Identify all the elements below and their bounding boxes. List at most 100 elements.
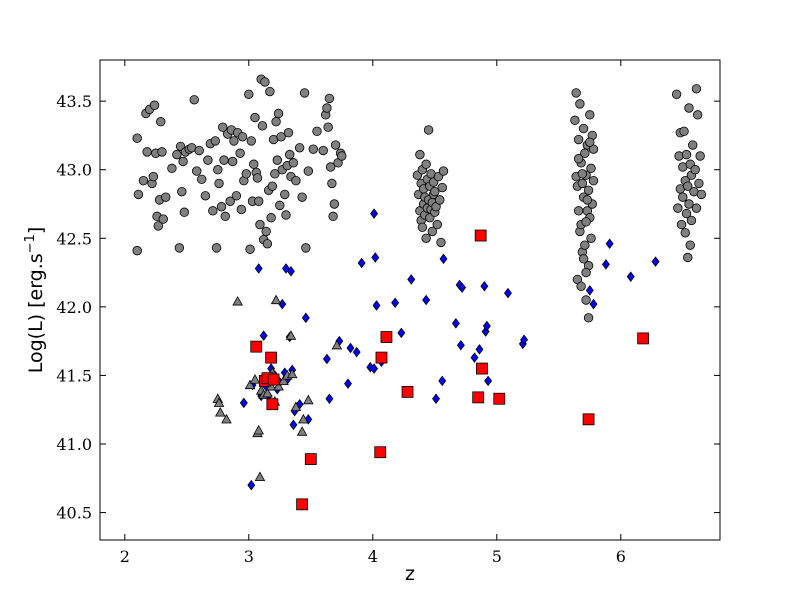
data-point-diamond (456, 339, 465, 351)
data-point-diamond (432, 393, 440, 405)
data-point-circle (337, 151, 347, 161)
data-point-circle (681, 208, 692, 219)
data-point-triangle (262, 387, 273, 398)
data-point-circle (586, 163, 596, 174)
data-point-circle (671, 89, 682, 99)
series-square (250, 229, 650, 511)
data-point-diamond (601, 259, 610, 270)
data-point-diamond (484, 375, 493, 387)
data-point-circle (236, 204, 247, 215)
data-point-circle (252, 173, 263, 183)
data-point-circle (267, 181, 278, 191)
data-point-diamond (301, 312, 310, 324)
y-axis-label-prefix: Log(L) [erg.s (25, 253, 47, 373)
data-point-circle (208, 206, 218, 216)
data-point-circle (694, 178, 704, 189)
data-point-circle (142, 147, 152, 157)
data-point-triangle (303, 394, 314, 405)
data-point-square (472, 391, 485, 404)
data-point-diamond (407, 274, 416, 285)
data-point-circle (254, 196, 264, 206)
y-axis-label-superscript: −1 (23, 234, 38, 253)
data-point-square (637, 332, 650, 345)
data-point-diamond (289, 419, 298, 431)
data-point-circle (149, 100, 160, 110)
data-point-diamond (482, 320, 491, 332)
data-point-circle (211, 243, 222, 253)
data-point-circle (578, 123, 589, 134)
data-point-diamond (239, 397, 248, 409)
y-tick-label: 42.0 (56, 298, 92, 317)
data-point-diamond (589, 298, 598, 310)
data-point-circle (427, 226, 438, 237)
data-point-square (401, 385, 414, 398)
data-point-diamond (357, 257, 366, 269)
data-point-circle (148, 171, 159, 182)
y-tick-label: 42.5 (56, 229, 92, 248)
x-tick-label: 4 (368, 547, 378, 566)
data-point-diamond (322, 353, 331, 365)
data-point-diamond (344, 378, 352, 389)
data-point-circle (684, 199, 694, 209)
data-point-circle (327, 178, 337, 189)
data-point-triangle (244, 379, 256, 390)
data-point-circle (308, 144, 318, 154)
data-point-square (304, 453, 317, 465)
data-point-circle (237, 132, 248, 142)
data-point-circle (695, 151, 705, 161)
data-point-circle (430, 186, 440, 197)
data-point-circle (576, 281, 586, 291)
data-point-circle (586, 233, 596, 243)
data-point-circle (225, 196, 235, 206)
data-point-circle (189, 95, 199, 105)
data-point-circle (679, 126, 689, 137)
data-point-circle (245, 244, 255, 254)
data-point-circle (249, 159, 259, 169)
data-point-circle (322, 103, 332, 113)
data-point-square (474, 229, 487, 242)
data-point-circle (156, 117, 166, 127)
data-point-circle (276, 132, 286, 142)
data-point-square (296, 498, 309, 511)
data-point-circle (219, 155, 229, 165)
data-point-circle (415, 149, 425, 160)
data-point-diamond (352, 346, 361, 358)
data-point-diamond (247, 479, 256, 491)
data-point-triangle (254, 471, 266, 481)
data-point-diamond (278, 298, 287, 310)
data-point-circle (132, 245, 142, 256)
data-point-diamond (475, 344, 484, 355)
data-point-diamond (422, 294, 431, 306)
data-point-circle (244, 89, 254, 99)
data-point-circle (583, 185, 594, 195)
data-point-triangle (296, 426, 308, 436)
data-point-triangle (249, 374, 261, 384)
data-point-diamond (370, 208, 378, 219)
data-point-circle (325, 162, 336, 172)
data-point-diamond (605, 238, 614, 250)
data-point-diamond (287, 265, 295, 277)
data-point-circle (272, 155, 283, 165)
data-point-circle (214, 178, 224, 189)
data-point-triangle (285, 330, 297, 340)
data-point-diamond (371, 252, 380, 263)
data-point-circle (588, 175, 599, 186)
data-point-diamond (626, 271, 635, 282)
data-point-circle (328, 211, 338, 222)
data-point-diamond (325, 393, 334, 405)
data-point-triangle (273, 380, 284, 391)
data-point-circle (280, 189, 290, 200)
data-point-circle (421, 233, 431, 243)
data-point-diamond (438, 375, 447, 387)
data-point-circle (585, 110, 595, 120)
data-point-circle (216, 202, 227, 212)
data-point-square (380, 331, 393, 343)
y-tick-label: 41.0 (56, 435, 92, 454)
data-point-diamond (346, 342, 355, 354)
data-point-circle (312, 126, 322, 137)
data-point-circle (582, 195, 593, 205)
y-tick-label: 43.0 (56, 161, 92, 180)
data-point-circle (577, 169, 588, 179)
data-point-circle (571, 88, 581, 98)
